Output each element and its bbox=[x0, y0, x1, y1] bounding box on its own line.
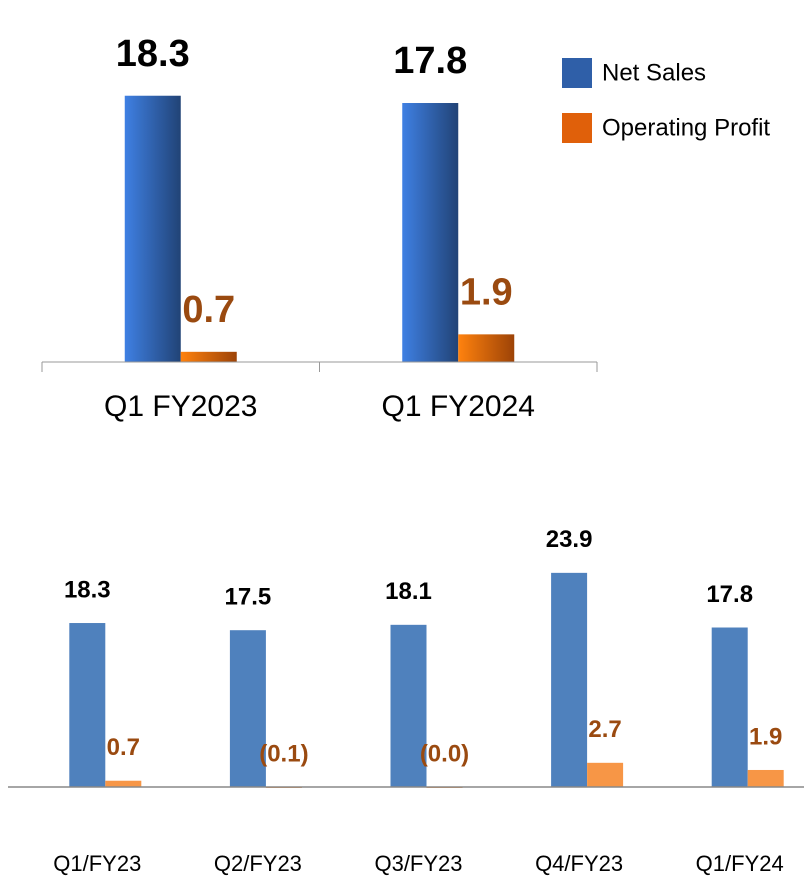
bar bbox=[124, 95, 181, 363]
value-label: 1.9 bbox=[749, 723, 782, 750]
value-label: 23.9 bbox=[546, 526, 593, 553]
x-tick-label: Q1 FY2023 bbox=[104, 390, 257, 423]
legend-swatch bbox=[562, 113, 592, 143]
bar bbox=[69, 623, 106, 787]
x-tick-label: Q1/FY23 bbox=[53, 851, 141, 876]
bar bbox=[180, 351, 237, 362]
value-label: 17.8 bbox=[393, 40, 467, 82]
value-label: 1.9 bbox=[460, 271, 513, 313]
value-label: (0.1) bbox=[259, 740, 308, 767]
bar bbox=[402, 103, 459, 362]
bar bbox=[390, 624, 427, 787]
x-tick-label: Q1/FY24 bbox=[696, 851, 784, 876]
bar bbox=[747, 769, 784, 787]
bar bbox=[587, 762, 624, 787]
legend-label: Net Sales bbox=[602, 59, 706, 86]
bar bbox=[711, 627, 748, 787]
value-label: 18.3 bbox=[64, 576, 111, 603]
x-tick-label: Q4/FY23 bbox=[535, 851, 623, 876]
bar bbox=[229, 630, 266, 787]
value-label: 0.7 bbox=[107, 734, 140, 761]
legend-label: Operating Profit bbox=[602, 114, 770, 141]
x-tick-label: Q1 FY2024 bbox=[382, 390, 535, 423]
value-label: 2.7 bbox=[588, 716, 621, 743]
bar bbox=[105, 780, 142, 787]
value-label: 18.3 bbox=[116, 33, 190, 75]
x-tick-label: Q3/FY23 bbox=[374, 851, 462, 876]
value-label: 17.8 bbox=[706, 581, 753, 608]
legend-swatch bbox=[562, 58, 592, 88]
bar bbox=[458, 334, 515, 362]
bar bbox=[551, 572, 588, 787]
value-label: (0.0) bbox=[420, 740, 469, 767]
x-tick-label: Q2/FY23 bbox=[214, 851, 302, 876]
value-label: 0.7 bbox=[182, 289, 235, 331]
value-label: 17.5 bbox=[225, 584, 272, 611]
value-label: 18.1 bbox=[385, 578, 432, 605]
